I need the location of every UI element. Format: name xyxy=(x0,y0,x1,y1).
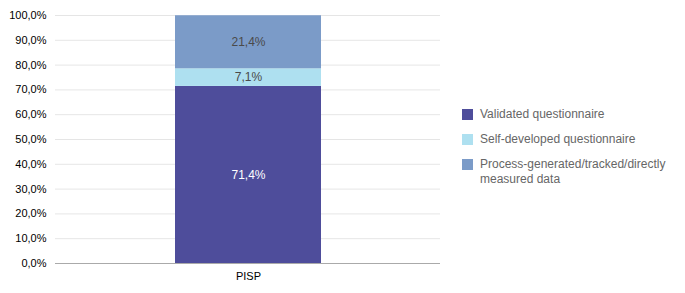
svg-text:30,0%: 30,0% xyxy=(15,183,46,195)
svg-text:10,0%: 10,0% xyxy=(15,232,46,244)
svg-text:90,0%: 90,0% xyxy=(15,34,46,46)
svg-text:80,0%: 80,0% xyxy=(15,59,46,71)
svg-text:20,0%: 20,0% xyxy=(15,207,46,219)
svg-text:PISP: PISP xyxy=(236,270,261,282)
html-text:Validated questionnaire: Validated questionnaire xyxy=(480,106,605,121)
html-text:Process-generated/tracked/dire: Process-generated/tracked/directly measu… xyxy=(480,156,666,186)
svg-text:40,0%: 40,0% xyxy=(15,158,46,170)
svg-text:0,0%: 0,0% xyxy=(21,257,46,269)
svg-text:60,0%: 60,0% xyxy=(15,108,46,120)
html-text:Self-developed questionnaire: Self-developed questionnaire xyxy=(480,131,636,146)
svg-text:70,0%: 70,0% xyxy=(15,83,46,95)
svg-text:21,4%: 21,4% xyxy=(231,35,265,49)
svg-text:100,0%: 100,0% xyxy=(9,9,47,21)
svg-text:71,4%: 71,4% xyxy=(231,168,265,182)
svg-text:50,0%: 50,0% xyxy=(15,133,46,145)
svg-text:7,1%: 7,1% xyxy=(235,70,263,84)
